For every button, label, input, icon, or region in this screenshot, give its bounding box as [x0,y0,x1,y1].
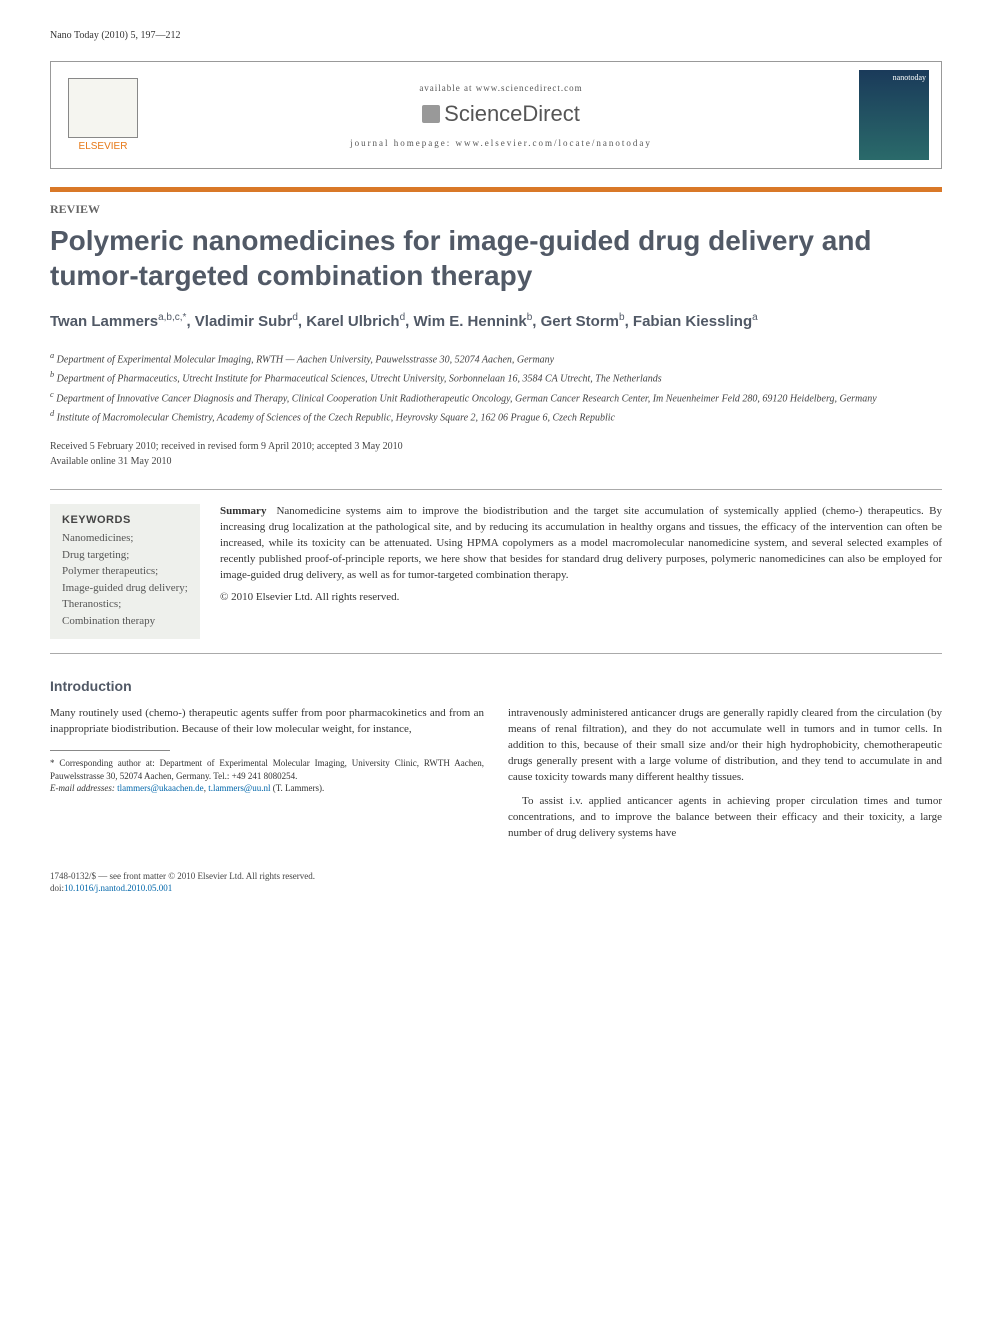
intro-p3: To assist i.v. applied anticancer agents… [508,794,942,842]
keywords-label: KEYWORDS [62,514,188,526]
elsevier-tree-icon [68,78,138,138]
author: Gert Stormb [541,313,625,330]
footnote-rule [50,750,170,751]
sciencedirect-icon [422,105,440,123]
corresponding-text: * Corresponding author at: Department of… [50,757,484,782]
doi-link[interactable]: 10.1016/j.nantod.2010.05.001 [64,883,172,893]
article-dates: Received 5 February 2010; received in re… [50,439,942,469]
orange-separator [50,187,942,192]
available-at: available at www.sciencedirect.com [143,83,859,93]
issn-line: 1748-0132/$ — see front matter © 2010 El… [50,870,942,883]
author: Fabian Kiesslinga [633,313,758,330]
email-link-2[interactable]: t.lammers@uu.nl [208,783,270,793]
intro-p2: intravenously administered anticancer dr… [508,706,942,786]
article-title: Polymeric nanomedicines for image-guided… [50,223,942,293]
affiliation-c: c Department of Innovative Cancer Diagno… [50,389,942,406]
affiliation-a: a Department of Experimental Molecular I… [50,350,942,367]
elsevier-logo: ELSEVIER [63,70,143,160]
body-columns: Many routinely used (chemo-) therapeutic… [50,706,942,850]
journal-cover-thumb: nanotoday [859,70,929,160]
sciencedirect-logo: ScienceDirect [422,101,580,127]
affiliation-b: b Department of Pharmaceutics, Utrecht I… [50,369,942,386]
intro-heading: Introduction [50,678,942,694]
online-date: Available online 31 May 2010 [50,454,942,469]
author-list: Twan Lammersa,b,c,*, Vladimir Subrd, Kar… [50,311,942,332]
affiliation-d: d Institute of Macromolecular Chemistry,… [50,408,942,425]
doi-line: doi:10.1016/j.nantod.2010.05.001 [50,882,942,895]
abstract-box: KEYWORDS Nanomedicines; Drug targeting; … [50,489,942,654]
keywords-panel: KEYWORDS Nanomedicines; Drug targeting; … [50,504,200,639]
cover-title: nanotoday [859,70,929,85]
author: Vladimir Subrd [195,313,298,330]
page-footer: 1748-0132/$ — see front matter © 2010 El… [50,870,942,895]
intro-p1: Many routinely used (chemo-) therapeutic… [50,706,484,738]
received-date: Received 5 February 2010; received in re… [50,439,942,454]
summary-copyright: © 2010 Elsevier Ltd. All rights reserved… [220,590,942,606]
citation-header: Nano Today (2010) 5, 197—212 [50,30,942,41]
article-type: REVIEW [50,202,942,217]
email-link-1[interactable]: tlammers@ukaachen.de [117,783,204,793]
body-col-left: Many routinely used (chemo-) therapeutic… [50,706,484,850]
body-col-right: intravenously administered anticancer dr… [508,706,942,850]
summary-panel: SummaryNanomedicine systems aim to impro… [220,504,942,639]
author: Twan Lammersa,b,c,* [50,313,186,330]
sciencedirect-text: ScienceDirect [444,101,580,127]
email-line: E-mail addresses: tlammers@ukaachen.de, … [50,782,484,795]
journal-top-bar: ELSEVIER available at www.sciencedirect.… [50,61,942,169]
summary-text: Nanomedicine systems aim to improve the … [220,505,942,581]
journal-homepage: journal homepage: www.elsevier.com/locat… [143,138,859,148]
keywords-list: Nanomedicines; Drug targeting; Polymer t… [62,530,188,629]
author: Wim E. Henninkb [414,313,533,330]
corresponding-footnote: * Corresponding author at: Department of… [50,757,484,795]
affiliations: a Department of Experimental Molecular I… [50,350,942,425]
header-center: available at www.sciencedirect.com Scien… [143,83,859,148]
elsevier-text: ELSEVIER [79,141,128,152]
author: Karel Ulbrichd [306,313,405,330]
summary-label: Summary [220,505,266,517]
